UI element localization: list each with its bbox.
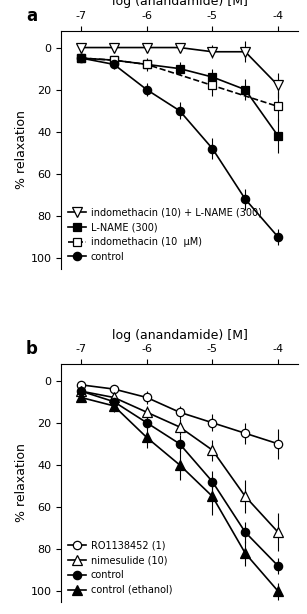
- control: [145, 86, 149, 93]
- control (ethanol): [145, 434, 149, 441]
- X-axis label: log (anandamide) [M]: log (anandamide) [M]: [112, 0, 247, 9]
- control: [211, 478, 214, 486]
- indomethacin (10  μM): [276, 103, 280, 110]
- Line: indomethacin (10  μM): indomethacin (10 μM): [77, 54, 282, 111]
- Line: RO1138452 (1): RO1138452 (1): [77, 381, 282, 448]
- X-axis label: log (anandamide) [M]: log (anandamide) [M]: [112, 328, 247, 341]
- Y-axis label: % relaxation: % relaxation: [15, 443, 28, 522]
- indomethacin (10  μM): [145, 61, 149, 68]
- control: [243, 195, 247, 203]
- RO1138452 (1): [112, 386, 116, 393]
- L-NAME (300): [276, 132, 280, 139]
- Line: indomethacin (10) + L-NAME (300): indomethacin (10) + L-NAME (300): [76, 43, 283, 90]
- control: [243, 529, 247, 536]
- L-NAME (300): [243, 86, 247, 93]
- nimesulide (10): [79, 387, 83, 395]
- Line: control (ethanol): control (ethanol): [76, 392, 283, 596]
- RO1138452 (1): [145, 394, 149, 401]
- control: [79, 387, 83, 395]
- nimesulide (10): [178, 423, 181, 430]
- Y-axis label: % relaxation: % relaxation: [15, 111, 28, 189]
- nimesulide (10): [211, 446, 214, 454]
- control: [112, 398, 116, 405]
- Legend: RO1138452 (1), nimesulide (10), control, control (ethanol): RO1138452 (1), nimesulide (10), control,…: [66, 538, 174, 597]
- L-NAME (300): [145, 61, 149, 68]
- control (ethanol): [79, 394, 83, 401]
- RO1138452 (1): [276, 440, 280, 448]
- control: [145, 419, 149, 427]
- control: [178, 440, 181, 448]
- indomethacin (10) + L-NAME (300): [79, 44, 83, 51]
- control: [211, 145, 214, 152]
- indomethacin (10) + L-NAME (300): [276, 82, 280, 89]
- control (ethanol): [276, 588, 280, 595]
- indomethacin (10) + L-NAME (300): [145, 44, 149, 51]
- indomethacin (10) + L-NAME (300): [112, 44, 116, 51]
- nimesulide (10): [276, 529, 280, 536]
- control (ethanol): [112, 402, 116, 410]
- indomethacin (10) + L-NAME (300): [243, 48, 247, 55]
- nimesulide (10): [112, 394, 116, 401]
- control: [276, 562, 280, 570]
- control: [112, 61, 116, 68]
- control (ethanol): [211, 493, 214, 500]
- Text: b: b: [26, 340, 38, 358]
- L-NAME (300): [178, 65, 181, 72]
- indomethacin (10  μM): [79, 55, 83, 62]
- nimesulide (10): [243, 493, 247, 500]
- RO1138452 (1): [243, 430, 247, 437]
- Legend: indomethacin (10) + L-NAME (300), L-NAME (300), indomethacin (10  μM), control: indomethacin (10) + L-NAME (300), L-NAME…: [66, 205, 263, 264]
- indomethacin (10) + L-NAME (300): [211, 48, 214, 55]
- control (ethanol): [243, 550, 247, 557]
- Line: nimesulide (10): nimesulide (10): [76, 386, 283, 537]
- indomethacin (10  μM): [211, 82, 214, 89]
- Text: a: a: [26, 7, 37, 25]
- Line: control: control: [77, 387, 282, 570]
- L-NAME (300): [112, 56, 116, 64]
- RO1138452 (1): [79, 381, 83, 389]
- Line: control: control: [77, 54, 282, 241]
- control: [276, 233, 280, 241]
- control (ethanol): [178, 461, 181, 468]
- control: [178, 107, 181, 114]
- Line: L-NAME (300): L-NAME (300): [77, 54, 282, 140]
- indomethacin (10  μM): [112, 56, 116, 64]
- control: [79, 55, 83, 62]
- RO1138452 (1): [211, 419, 214, 427]
- nimesulide (10): [145, 408, 149, 416]
- RO1138452 (1): [178, 408, 181, 416]
- indomethacin (10) + L-NAME (300): [178, 44, 181, 51]
- L-NAME (300): [211, 73, 214, 80]
- L-NAME (300): [79, 55, 83, 62]
